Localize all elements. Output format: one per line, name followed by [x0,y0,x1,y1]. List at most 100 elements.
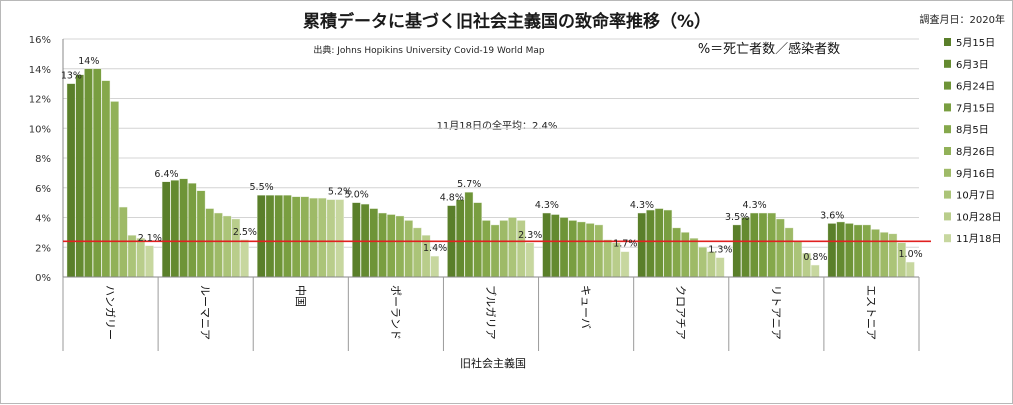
bar [637,212,646,278]
data-label: 1.4% [423,243,447,254]
bar [335,199,344,278]
bar [170,180,180,278]
y-tick-label: 8% [35,154,51,165]
bar [879,232,889,278]
legend-label: 11月18日 [956,233,1001,245]
bar [776,218,785,278]
bar [136,238,146,278]
bar [836,221,845,278]
x-axis-title: 旧社会主義国 [460,356,526,370]
category-label: ポーランド [389,285,402,340]
bar [291,196,301,278]
bar [84,68,93,278]
bar [430,255,440,278]
bar [352,202,361,278]
bar [862,224,872,278]
bar [222,215,232,278]
y-tick-label: 12% [29,95,51,106]
bar [283,194,292,278]
legend-label: 8月5日 [956,124,989,136]
bar [66,83,76,278]
bar [698,247,707,278]
bar [205,208,214,278]
bar [646,209,655,278]
bar [810,264,820,278]
bar [196,190,206,278]
data-label: 14% [78,56,99,67]
source-note: 出典: Johns Hopikins University Covid-19 W… [313,44,545,56]
category-label: ルーマニア [199,285,212,340]
bar [413,227,422,278]
formula-note: %＝死亡者数／感染者数 [698,41,840,57]
bar [300,196,310,278]
legend-swatch [944,125,951,134]
y-tick-label: 14% [29,65,51,76]
bar [767,212,776,278]
survey-date-note: 調査月日：2020年 [920,13,1005,26]
bar [845,223,854,278]
legend-label: 10月28日 [956,211,1001,223]
data-label: 0.8% [803,252,827,263]
bar [395,215,405,278]
data-label: 4.3% [630,200,654,211]
data-label: 1.7% [613,239,637,250]
bar [404,220,413,278]
bar [75,74,85,278]
bar [92,68,102,278]
category-label: エストニア [864,285,877,340]
legend-label: 8月26日 [956,146,995,158]
average-note: 11月18日の全平均：2.4% [437,119,558,132]
data-label: 5.7% [457,179,481,190]
category-label: 中国 [294,285,307,307]
data-label: 3.5% [725,212,749,223]
bar [906,261,915,278]
bar [490,224,500,278]
legend-swatch [944,190,951,199]
bar [473,202,482,278]
bar [663,209,673,278]
legend-swatch [944,59,951,68]
bar [741,217,750,278]
bar [620,251,630,278]
bar [654,208,664,278]
y-tick-label: 2% [35,243,51,254]
data-label: 3.6% [820,210,844,221]
legend-swatch [944,168,951,177]
bars [66,68,915,278]
bar [827,223,837,278]
bar [871,229,880,278]
data-label: 5.0% [345,190,369,201]
bar [265,194,275,278]
legend-label: 10月7日 [956,190,995,202]
bar [318,197,327,278]
bar [369,208,379,278]
data-label: 5.2% [328,187,352,198]
legend-swatch [944,212,951,221]
bar [689,238,699,278]
bar [715,257,725,278]
bar [784,227,794,278]
bar [559,217,569,278]
data-label: 6.4% [154,169,178,180]
bar [378,212,387,278]
bar [551,214,560,278]
legend-label: 6月3日 [956,59,989,71]
category-label: キューバ [579,285,592,329]
legend-swatch [944,103,951,112]
bar [577,221,586,278]
legend-label: 7月15日 [956,102,995,114]
legend-label: 9月16日 [956,168,995,180]
bar [110,101,119,278]
data-label: 1.3% [708,245,732,256]
legend-swatch [944,38,951,46]
bar [482,220,491,278]
legend-swatch [944,147,951,155]
bar [793,241,803,278]
category-label: リトアニア [769,285,782,340]
y-axis-ticks: 0% 2% 4% 6% 8% 10% 12% 14% 16% [29,35,51,284]
data-label: 4.3% [535,200,559,211]
bar [525,242,535,278]
bar [853,224,863,278]
bar [750,212,759,278]
